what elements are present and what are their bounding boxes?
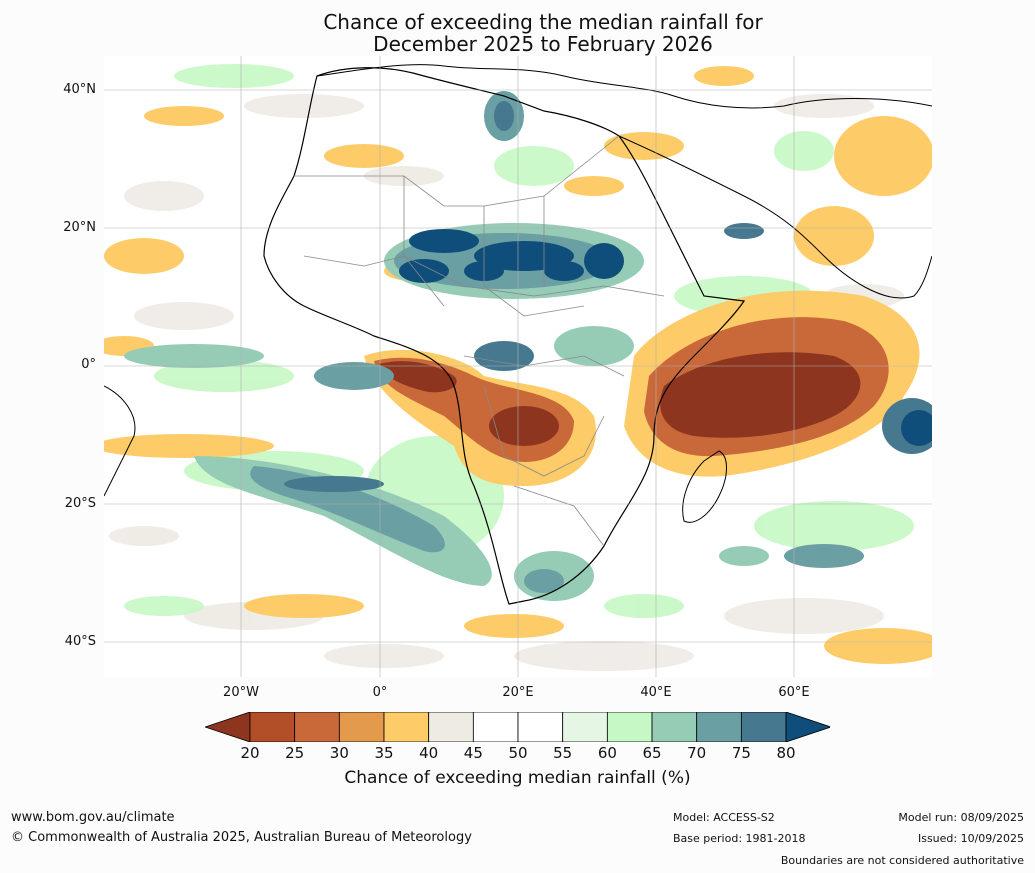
south-america-coastline <box>104 385 136 497</box>
lat-label-0: 0° <box>81 357 96 372</box>
colorbar-label: Chance of exceeding median rainfall (%) <box>344 768 691 788</box>
central-africa-dry-region <box>364 349 596 486</box>
europe-coastline <box>316 64 932 109</box>
model-run-date: Model run: 08/09/2025 <box>898 811 1024 824</box>
model-name: Model: ACCESS-S2 <box>673 811 775 824</box>
lon-label-0: 0° <box>372 685 388 700</box>
map-title-line-1: Chance of exceeding the median rainfall … <box>323 10 763 34</box>
south-atlantic-wet-band <box>124 344 594 601</box>
colorbar-tick-label: 80 <box>776 744 796 762</box>
graticule <box>104 56 932 677</box>
colorbar-cell <box>562 712 608 742</box>
colorbar-tick-label: 20 <box>240 744 260 762</box>
lat-label-20s: 20°S <box>64 496 96 511</box>
east-africa-dry-region <box>624 290 920 477</box>
arabia-coastline <box>618 135 932 299</box>
colorbar-cell <box>338 712 385 742</box>
colorbar-tick-label: 60 <box>597 744 617 762</box>
colorbar-cell <box>428 712 474 742</box>
lon-label-20w: 20°W <box>223 685 259 700</box>
colorbar-cell <box>517 712 564 742</box>
colorbar-cell <box>740 712 787 742</box>
colorbar <box>205 712 830 742</box>
colorbar-tick-label: 30 <box>329 744 349 762</box>
rainfall-outlook-map <box>104 56 932 677</box>
colorbar-tick-label: 55 <box>553 744 573 762</box>
lon-label-20e: 20°E <box>502 685 534 700</box>
lon-label-40e: 40°E <box>640 685 672 700</box>
colorbar-tick-label: 70 <box>687 744 707 762</box>
website-url: www.bom.gov.au/climate <box>11 810 175 825</box>
colorbar-cell <box>249 712 296 742</box>
issued-date: Issued: 10/09/2025 <box>917 832 1024 845</box>
colorbar-tick-label: 45 <box>463 744 483 762</box>
colorbar-cell <box>472 712 519 742</box>
colorbar-cell <box>651 712 698 742</box>
colorbar-tick-label: 40 <box>419 744 439 762</box>
map-title-line-2: December 2025 to February 2026 <box>373 32 713 56</box>
colorbar-cell <box>383 712 430 742</box>
boundaries-disclaimer: Boundaries are not considered authoritat… <box>780 854 1024 867</box>
colorbar-arrow-high <box>785 712 830 742</box>
lat-label-40s: 40°S <box>64 634 96 649</box>
lon-label-60e: 60°E <box>778 685 810 700</box>
copyright-text: © Commonwealth of Australia 2025, Austra… <box>11 830 472 845</box>
base-period: Base period: 1981-2018 <box>673 832 806 845</box>
indian-ocean-wet-patches <box>474 91 932 568</box>
colorbar-cell <box>696 712 742 742</box>
colorbar-cell <box>294 712 340 742</box>
colorbar-tick-label: 25 <box>285 744 305 762</box>
colorbar-cell <box>606 712 653 742</box>
colorbar-arrow-low <box>205 712 251 742</box>
madagascar-coastline <box>682 450 727 523</box>
colorbar-tick-label: 50 <box>508 744 528 762</box>
colorbar-tick-label: 75 <box>731 744 751 762</box>
lat-label-40n: 40°N <box>63 82 96 97</box>
africa-coastline <box>263 67 746 605</box>
colorbar-tick-label: 35 <box>374 744 394 762</box>
colorbar-tick-label: 65 <box>642 744 662 762</box>
lat-label-20n: 20°N <box>63 220 96 235</box>
sahel-wet-region <box>384 223 644 299</box>
orange-drier-patches <box>104 66 932 664</box>
